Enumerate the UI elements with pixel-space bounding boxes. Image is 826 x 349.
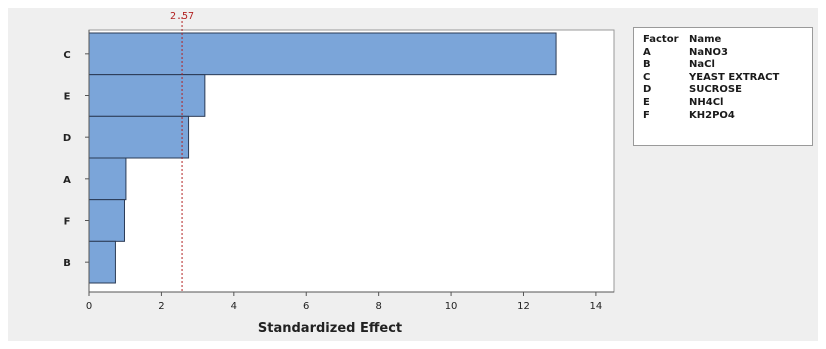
bar-b: [88, 240, 116, 284]
legend-factor-code: A: [643, 46, 651, 58]
legend-row-e: E NH4Cl: [643, 97, 812, 110]
y-axis: C E D A F B: [63, 30, 90, 292]
bar-c: [88, 32, 557, 76]
legend-factor-name: KH2PO4: [689, 109, 735, 121]
pareto-chart: 2.57 0 2 4 6 8 10 12 14 C E D A F B Standardized Eff…: [63, 11, 615, 336]
y-tick-label: F: [64, 217, 71, 228]
x-tick-label: 8: [375, 301, 381, 312]
bar-a: [88, 157, 127, 201]
legend-row-d: D SUCROSE: [643, 84, 812, 97]
legend-factor-name: YEAST EXTRACT: [689, 71, 780, 83]
reference-line-group: 2.57: [170, 11, 194, 292]
legend-factor-name: NaNO3: [689, 46, 728, 58]
x-tick-label: 6: [303, 301, 309, 312]
factor-legend: Factor Name A NaNO3 B NaCl C YEAST EXTRA…: [633, 27, 813, 146]
x-tick-label: 0: [86, 301, 92, 312]
legend-factor-code: E: [643, 96, 650, 108]
y-tick-label: A: [63, 175, 71, 186]
legend-factor-name: NH4Cl: [689, 96, 724, 108]
legend-row-b: B NaCl: [643, 59, 812, 72]
y-tick-label: B: [63, 258, 71, 269]
bar-d: [88, 115, 190, 159]
legend-header: Factor Name: [643, 34, 812, 47]
legend-header-name: Name: [689, 34, 722, 45]
reference-line-label: 2.57: [170, 11, 194, 22]
y-tick-label: E: [64, 92, 71, 103]
y-tick-label: C: [63, 50, 70, 61]
legend-factor-code: C: [643, 71, 651, 83]
y-tick-label: D: [63, 133, 71, 144]
x-tick-label: 4: [231, 301, 237, 312]
x-tick-label: 10: [445, 301, 458, 312]
legend-factor-code: D: [643, 84, 652, 96]
x-tick-label: 14: [590, 301, 603, 312]
legend-factor-name: NaCl: [689, 59, 715, 71]
bar-f: [88, 199, 125, 242]
legend-header-factor: Factor: [643, 34, 679, 45]
legend-row-f: F KH2PO4: [643, 110, 812, 123]
legend-row-a: A NaNO3: [643, 47, 812, 60]
bars: [88, 32, 557, 284]
legend-row-c: C YEAST EXTRACT: [643, 72, 812, 85]
x-axis: 0 2 4 6 8 10 12 14: [86, 291, 614, 312]
x-tick-label: 2: [158, 301, 164, 312]
x-axis-label: Standardized Effect: [258, 321, 402, 336]
bar-e: [88, 74, 206, 117]
legend-factor-code: B: [643, 59, 651, 71]
legend-factor-name: SUCROSE: [689, 84, 742, 96]
legend-factor-code: F: [643, 109, 650, 121]
x-tick-label: 12: [517, 301, 530, 312]
